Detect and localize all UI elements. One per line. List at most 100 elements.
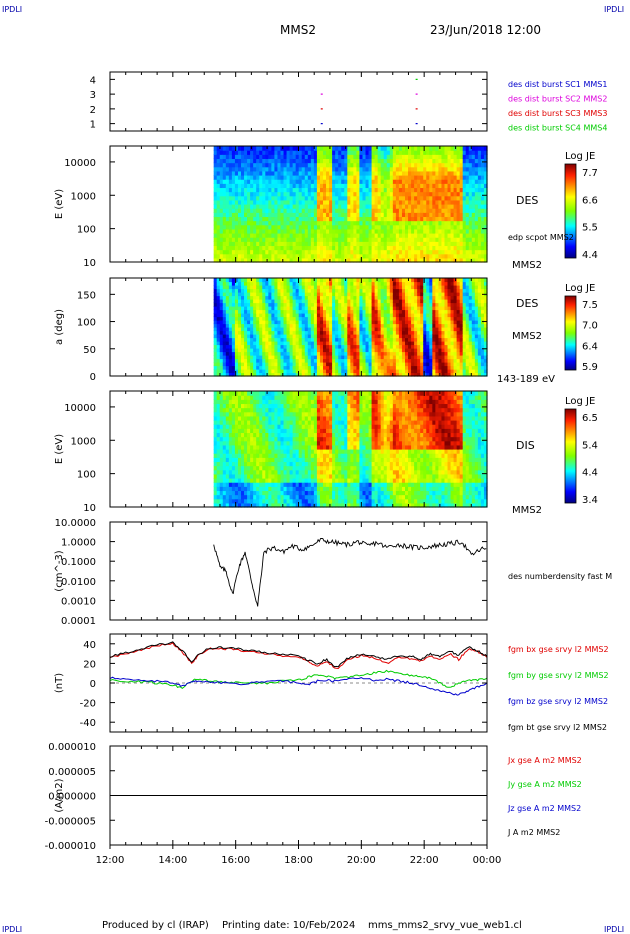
des_pitch-cell: [216, 309, 221, 314]
des_energy-cell: [295, 195, 300, 201]
des_energy-cell: [256, 166, 260, 172]
des_pitch-cell: [228, 351, 233, 356]
des_energy-cell: [262, 257, 266, 263]
des_energy-cell: [362, 166, 367, 172]
des_pitch-cell: [307, 306, 312, 311]
des_pitch-cell: [326, 351, 330, 356]
des_pitch-cell: [423, 365, 427, 370]
des_energy-cell: [459, 166, 464, 172]
des_pitch-cell: [380, 309, 385, 314]
des_pitch-cell: [234, 327, 239, 332]
des_pitch-cell: [326, 334, 330, 339]
des_energy-cell: [392, 191, 397, 197]
des_energy-cell: [241, 150, 245, 155]
des_energy-cell: [319, 175, 324, 180]
des_energy-cell: [362, 199, 367, 205]
des_pitch-cell: [323, 348, 327, 353]
des_energy-cell: [304, 183, 309, 189]
des_energy-cell: [234, 162, 239, 168]
des_pitch-cell: [371, 344, 376, 349]
des_energy-cell: [316, 212, 321, 218]
des_energy-cell: [228, 146, 233, 151]
des_energy-cell: [362, 158, 367, 164]
des_pitch-cell: [377, 337, 382, 342]
des_pitch-cell: [429, 351, 433, 356]
des_energy-cell: [335, 220, 339, 226]
des_pitch-cell: [274, 330, 279, 335]
des_energy-cell: [426, 175, 430, 180]
des_pitch-cell: [350, 362, 354, 367]
des_energy-cell: [477, 237, 482, 242]
des_energy-cell: [441, 195, 446, 201]
des_energy-cell: [213, 166, 218, 172]
des_pitch-cell: [338, 302, 342, 307]
des_energy-cell: [395, 158, 400, 164]
des_pitch-cell: [265, 292, 269, 297]
des_pitch-cell: [335, 313, 339, 318]
des_energy-cell: [417, 170, 421, 176]
des_energy-cell: [408, 158, 412, 164]
des_energy-cell: [377, 216, 382, 222]
des_energy-cell: [450, 216, 455, 222]
des_energy-cell: [423, 216, 427, 222]
des_pitch-cell: [438, 348, 443, 353]
des_energy-cell: [377, 220, 382, 226]
des_energy-cell: [429, 183, 433, 189]
des_energy-cell: [316, 170, 321, 176]
des_pitch-cell: [271, 341, 276, 346]
des_pitch-cell: [319, 288, 324, 293]
des_energy-cell: [341, 191, 345, 197]
des_pitch-cell: [368, 337, 373, 342]
des_energy-cell: [283, 158, 288, 164]
des_energy-cell: [310, 241, 315, 247]
des_pitch-cell: [426, 327, 430, 332]
des_energy-cell: [222, 175, 227, 180]
des_pitch-cell: [213, 306, 218, 311]
des_pitch-cell: [365, 309, 370, 314]
des_energy-cell: [383, 150, 388, 155]
des_energy-cell: [483, 212, 488, 218]
des_pitch-cell: [241, 288, 245, 293]
des_pitch-cell: [326, 341, 330, 346]
des_pitch-cell: [401, 306, 406, 311]
des_energy-cell: [225, 245, 230, 251]
des_pitch-cell: [247, 299, 251, 304]
des_energy-cell: [326, 204, 330, 209]
des_energy-cell: [426, 154, 430, 160]
des_energy-cell: [326, 237, 330, 242]
des_energy-cell: [244, 199, 248, 205]
des_energy-cell: [374, 183, 379, 189]
des_energy-cell: [350, 237, 354, 242]
des_pitch-cell: [365, 299, 370, 304]
des_energy-cell: [441, 154, 446, 160]
des_energy-cell: [280, 216, 285, 222]
des_pitch-cell: [313, 348, 318, 353]
des_energy-cell: [405, 183, 409, 189]
des_energy-cell: [362, 179, 367, 184]
des_pitch-cell: [405, 344, 409, 349]
des_pitch-cell: [420, 348, 424, 353]
des_energy-cell: [414, 183, 418, 189]
des_energy-cell: [326, 208, 330, 213]
des_pitch-cell: [304, 278, 309, 283]
corner-label-top-right: IPDLI: [604, 5, 624, 14]
des_pitch-cell: [292, 330, 297, 335]
des_pitch-cell: [323, 337, 327, 342]
des_energy-cell: [323, 241, 327, 247]
des_pitch-cell: [356, 355, 361, 360]
des_energy-cell: [450, 158, 455, 164]
des_pitch-cell: [420, 362, 424, 367]
des_energy-cell: [262, 241, 266, 247]
des_pitch-cell: [250, 302, 254, 307]
des_pitch-cell: [459, 344, 464, 349]
des_energy-cell: [365, 166, 370, 172]
des_energy-cell: [389, 154, 394, 160]
des_pitch-cell: [417, 281, 421, 286]
des_pitch-cell: [386, 309, 391, 314]
des_energy-cell: [462, 166, 467, 172]
des_pitch-cell: [244, 358, 248, 363]
des_pitch-cell: [329, 292, 333, 297]
des_pitch-cell: [319, 316, 324, 321]
des_energy-cell: [310, 212, 315, 218]
des_energy-cell: [332, 166, 336, 172]
